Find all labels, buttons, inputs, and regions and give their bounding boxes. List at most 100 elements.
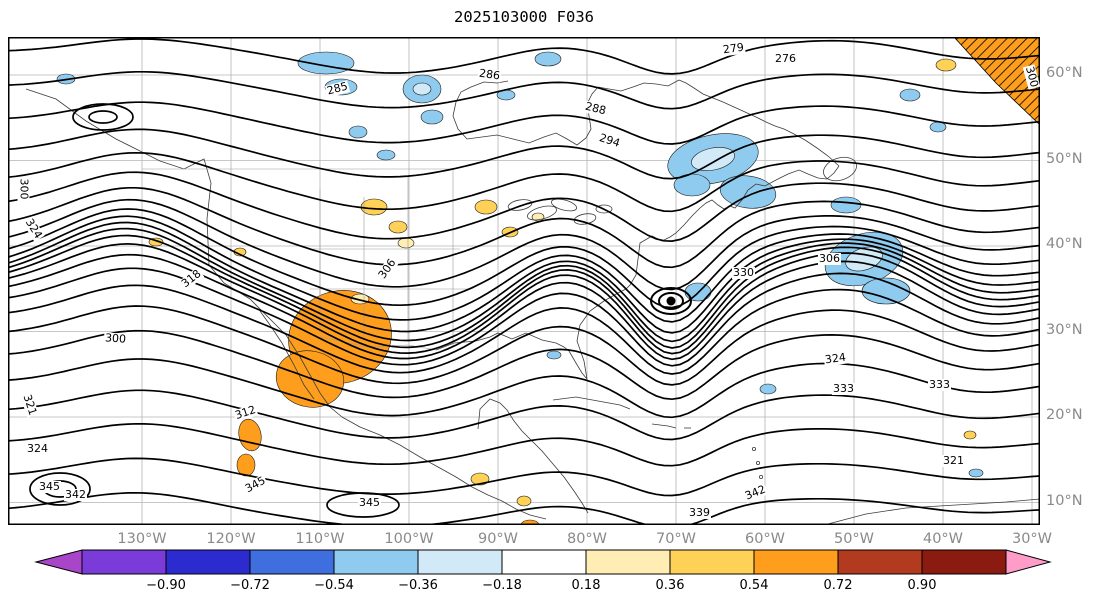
colorbar-tick-label: 0.54 xyxy=(739,578,769,593)
contour-line-333 xyxy=(8,358,1040,419)
closed-contour xyxy=(72,103,134,131)
great-lake xyxy=(550,198,578,212)
colorbar-left-arrow xyxy=(34,549,83,575)
shaded-region-lightblue xyxy=(968,468,984,478)
shaded-region-lightblue xyxy=(376,149,396,161)
contour-line-294 xyxy=(8,186,1040,269)
shaded-region-orange xyxy=(236,453,256,477)
contour-line-297 xyxy=(8,198,1040,291)
longitude-tick-label: 30°W xyxy=(1011,531,1053,547)
shaded-region-lightblue xyxy=(899,88,921,102)
longitude-tick-label: 50°W xyxy=(833,531,875,547)
contour-line-312 xyxy=(8,234,1040,349)
contour-line-315 xyxy=(8,243,1040,355)
latitude-tick-label: 30°N xyxy=(1046,321,1083,338)
closed-low-contour xyxy=(658,292,684,310)
colorbar-segment-cream xyxy=(585,549,671,575)
contour-line-288 xyxy=(8,151,1040,213)
coastline-mexico-west xyxy=(341,416,547,520)
shaded-region-lightblue xyxy=(324,78,358,96)
shaded-region-gold xyxy=(935,58,957,72)
coastline-gulf-eastcoast xyxy=(435,165,840,381)
colorbar-tick-label: −0.36 xyxy=(398,578,438,593)
latitude-tick-label: 10°N xyxy=(1046,492,1083,509)
shaded-region-lightblue xyxy=(534,51,562,67)
latitude-tick-label: 20°N xyxy=(1046,407,1083,423)
shaded-region-gold xyxy=(388,220,408,234)
colorbar-tick-label: −0.18 xyxy=(482,578,522,593)
shaded-region-lightblue xyxy=(348,125,368,139)
contour-line-291 xyxy=(8,171,1040,242)
coastline-cuba xyxy=(552,396,631,410)
colorbar-tick-label: −0.72 xyxy=(230,578,270,593)
colorbar-tick-label: −0.54 xyxy=(314,578,354,593)
contour-line-279 xyxy=(8,70,1040,110)
shaded-region-cream xyxy=(397,237,415,249)
contour-line-309 xyxy=(8,227,1040,343)
antilles-island xyxy=(756,460,761,465)
shaded-region-lightblue xyxy=(830,196,862,214)
shaded-region-gold xyxy=(474,199,498,215)
contour-line-339 xyxy=(8,422,1040,467)
contour-line-327 xyxy=(8,305,1040,386)
coastline-baja xyxy=(259,310,315,400)
shaded-region-paleblue xyxy=(691,147,735,171)
colorbar-tick-label: 0.72 xyxy=(823,578,853,593)
colorbar-segment-maroon xyxy=(921,549,1007,575)
shaded-region-gold xyxy=(963,430,977,440)
longitude-tick-label: 100°W xyxy=(384,531,434,547)
plot-frame xyxy=(8,37,1040,525)
latitude-tick-label: 40°N xyxy=(1046,236,1083,252)
contour-line-303 xyxy=(8,215,1040,323)
shaded-region-lightblue xyxy=(546,350,562,360)
longitude-tick-label: 130°W xyxy=(117,531,167,547)
longitude-tick-label: 120°W xyxy=(206,531,256,547)
contour-line-345 xyxy=(8,491,1040,525)
colorbar-tick-label: 0.36 xyxy=(655,578,685,593)
colorbar-strip xyxy=(34,549,1052,575)
latitude-tick-label: 50°N xyxy=(1046,150,1083,167)
colorbar-segment-lightblue xyxy=(333,549,419,575)
coastline-hispaniola xyxy=(651,423,677,429)
longitude-tick-label: 60°W xyxy=(744,531,786,547)
great-lake xyxy=(573,213,597,225)
figure-title: 2025103000 F036 xyxy=(454,8,594,26)
closed-contour xyxy=(29,472,91,506)
contour-line-318 xyxy=(8,253,1040,361)
longitude-tick-label: 40°W xyxy=(922,531,964,547)
longitude-tick-label: 80°W xyxy=(566,531,608,547)
shaded-region-lightblue xyxy=(759,383,777,395)
colorbar-segment-blue xyxy=(249,549,335,575)
colorbar-segment-brick xyxy=(837,549,923,575)
colorbar-right-arrow xyxy=(1005,549,1052,575)
shaded-region-gold xyxy=(470,472,490,486)
longitude-tick-label: 110°W xyxy=(295,531,345,547)
map-area: 285 286 288 294 279 276 300 300 306 330 318 324 312 3… xyxy=(8,37,1083,547)
closed-low-contour xyxy=(650,287,692,315)
contour-line-306 xyxy=(8,221,1040,334)
longitude-tick-label: 90°W xyxy=(477,531,519,547)
shaded-region-lightblue xyxy=(929,121,947,133)
contour-line-285 xyxy=(8,128,1040,180)
shaded-region-gold xyxy=(516,495,532,507)
coastline-yucatan xyxy=(477,398,523,432)
contour-line-342 xyxy=(8,457,1040,497)
contour-line-330 xyxy=(8,329,1040,401)
great-lake xyxy=(527,205,557,221)
colorbar: −0.90 −0.72 −0.54 −0.36 −0.18 0.18 0.36 0.54 0.7… xyxy=(30,549,1056,609)
coastline-south-america xyxy=(827,498,1040,525)
closed-contour xyxy=(43,480,77,498)
contour-line-276 xyxy=(8,38,1040,75)
great-lake xyxy=(595,204,613,214)
contour-line-282 xyxy=(8,101,1040,145)
colorbar-tick-label: −0.90 xyxy=(146,578,186,593)
colorbar-segment-darkblue xyxy=(165,549,251,575)
antilles-island xyxy=(752,446,757,451)
colorbar-tick-label: 0.90 xyxy=(907,578,937,593)
coastline-hudson-bay xyxy=(452,79,680,146)
shaded-region-lightblue xyxy=(420,109,444,125)
contour-line-300 xyxy=(8,208,1040,309)
closed-contour xyxy=(88,110,118,124)
coastline-labrador xyxy=(678,79,840,167)
